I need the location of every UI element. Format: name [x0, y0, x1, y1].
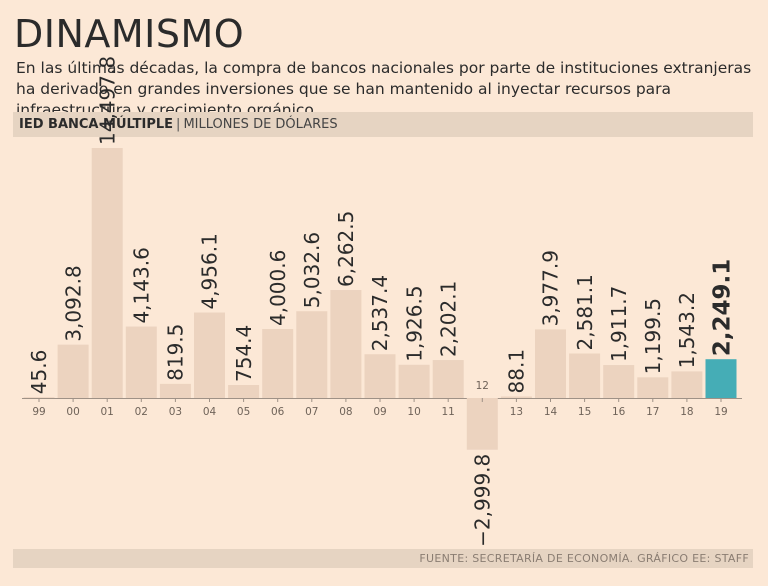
- tick-label-99: 99: [32, 406, 45, 418]
- tick-label-18: 18: [680, 406, 693, 418]
- bar-11: [432, 360, 464, 398]
- tick-label-05: 05: [237, 406, 250, 418]
- data-label-09: 2,537.4: [368, 275, 392, 351]
- chart-subtitle: En las últimas décadas, la compra de ban…: [16, 59, 752, 119]
- tick-label-09: 09: [373, 406, 386, 418]
- tick-label-16: 16: [612, 406, 626, 418]
- data-label-18: 1,543.2: [675, 292, 699, 368]
- data-label-03: 819.5: [164, 324, 188, 381]
- bar-19: [705, 359, 737, 398]
- tick-label-14: 14: [544, 406, 558, 418]
- tick-label-07: 07: [305, 406, 318, 418]
- data-label-16: 1,911.7: [607, 286, 631, 362]
- data-label-12: −2,999.8: [471, 454, 495, 547]
- tick-label-17: 17: [646, 406, 659, 418]
- bar-09: [364, 354, 396, 398]
- bar-12: [466, 398, 498, 450]
- bar-05: [228, 384, 260, 398]
- tick-label-19: 19: [714, 406, 727, 418]
- tick-label-15: 15: [578, 406, 591, 418]
- source-note: FUENTE: SECRETARÍA DE ECONOMÍA. GRÁFICO …: [419, 552, 749, 565]
- bar-03: [159, 383, 191, 398]
- data-label-07: 5,032.6: [300, 232, 324, 308]
- bar-06: [262, 329, 294, 398]
- bar-08: [330, 290, 362, 398]
- bar-04: [194, 312, 225, 398]
- data-label-06: 4,000.6: [266, 250, 290, 326]
- bar-15: [569, 353, 601, 398]
- chart-title: DINAMISMO: [14, 12, 245, 56]
- data-label-10: 1,926.5: [402, 285, 426, 361]
- bar-14: [535, 329, 566, 398]
- bar-18: [671, 371, 703, 398]
- data-label-14: 3,977.9: [539, 250, 563, 326]
- data-label-99: 45.6: [27, 350, 51, 395]
- data-label-17: 1,199.5: [641, 298, 665, 374]
- tick-label-08: 08: [339, 406, 352, 418]
- bar-13: [500, 396, 532, 398]
- bar-16: [603, 365, 635, 398]
- data-label-19: 2,249.1: [709, 259, 735, 357]
- data-label-13: 88.1: [505, 349, 529, 394]
- footer-band: FUENTE: SECRETARÍA DE ECONOMÍA. GRÁFICO …: [13, 549, 753, 568]
- data-label-05: 754.4: [232, 325, 256, 382]
- data-label-02: 4,143.6: [130, 247, 154, 323]
- tick-label-13: 13: [510, 406, 523, 418]
- bar-00: [57, 344, 89, 398]
- tick-label-06: 06: [271, 406, 285, 418]
- data-label-01: 14,497.8: [95, 56, 119, 145]
- tick-label-01: 01: [101, 406, 114, 418]
- chart-header: IED BANCA MÚLTIPLE | MILLONES DE DÓLARES: [19, 116, 338, 133]
- data-label-15: 2,581.1: [573, 274, 597, 350]
- bar-10: [398, 364, 430, 398]
- bar-02: [125, 326, 157, 398]
- tick-label-11: 11: [442, 406, 455, 418]
- tick-label-00: 00: [66, 406, 79, 418]
- data-label-00: 3,092.8: [61, 265, 85, 341]
- series-label: IED BANCA MÚLTIPLE: [19, 117, 174, 132]
- bar-07: [296, 311, 328, 398]
- bar-99: [23, 397, 55, 399]
- data-label-04: 4,956.1: [198, 233, 222, 309]
- header-separator: |: [176, 117, 181, 132]
- unit-label: MILLONES DE DÓLARES: [183, 117, 338, 132]
- bar-01: [91, 148, 123, 398]
- bar-17: [637, 377, 669, 398]
- data-label-11: 2,202.1: [436, 281, 460, 357]
- tick-label-12: 12: [476, 380, 489, 392]
- tick-label-10: 10: [407, 406, 420, 418]
- chart-header-band: IED BANCA MÚLTIPLE | MILLONES DE DÓLARES: [13, 112, 753, 137]
- tick-label-03: 03: [169, 406, 182, 418]
- data-label-08: 6,262.5: [334, 211, 358, 287]
- tick-label-04: 04: [203, 406, 217, 418]
- tick-label-02: 02: [135, 406, 148, 418]
